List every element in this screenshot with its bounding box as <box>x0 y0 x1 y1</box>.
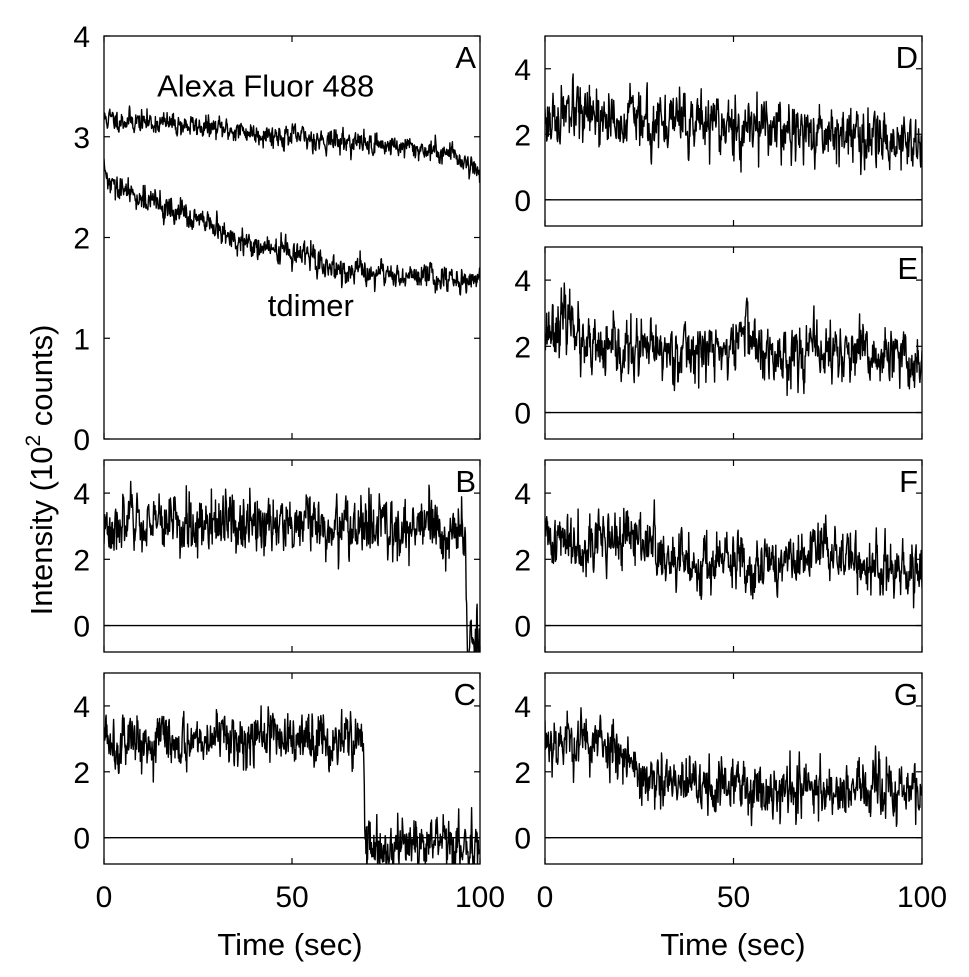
panel-a: 0 1 2 3 4 A Alexa Fluor 488 tdimer <box>73 21 481 457</box>
x-tick-label: 100 <box>897 881 947 914</box>
trace-trace <box>545 73 922 176</box>
y-tick-label: 4 <box>514 478 531 511</box>
panel-letter: C <box>454 677 476 712</box>
panel-letter: A <box>455 40 476 75</box>
panel-letter: G <box>894 677 918 712</box>
y-tick-label: 2 <box>514 544 531 577</box>
panel-c: 0 2 4 0 50 100 C <box>73 672 505 914</box>
panel-letter: D <box>896 40 918 75</box>
x-axis-title-right: Time (sec) <box>660 927 805 962</box>
y-tick-label: 1 <box>73 323 90 356</box>
panel-letter: F <box>899 464 918 499</box>
y-tick-label: 0 <box>514 185 531 218</box>
panel-letter: B <box>455 464 476 499</box>
x-tick-label: 50 <box>717 881 750 914</box>
panel-frame <box>103 459 481 653</box>
x-tick-label: 0 <box>537 881 554 914</box>
y-tick-label: 2 <box>514 119 531 152</box>
trace-trace <box>104 480 480 652</box>
panel-b: 0 2 4 B <box>73 459 481 653</box>
y-tick-label: 2 <box>73 757 90 790</box>
y-axis-title-suffix: counts) <box>24 325 59 435</box>
y-axis-title-exponent: 2 <box>22 435 45 447</box>
y-tick-label: 0 <box>73 823 90 856</box>
x-tick-label: 100 <box>455 881 505 914</box>
y-tick-label: 0 <box>514 823 531 856</box>
panel-d: 0 2 4 D <box>514 35 923 227</box>
panel-g: 0 2 4 0 50 100 G <box>514 672 947 914</box>
y-tick-label: 4 <box>514 54 531 87</box>
y-axis-title: Intensity (102 counts) <box>22 325 59 616</box>
trace-trace <box>104 705 480 864</box>
y-tick-label: 2 <box>514 757 531 790</box>
y-tick-label: 0 <box>514 398 531 431</box>
x-tick-label: 0 <box>96 881 113 914</box>
series-annotation: tdimer <box>268 288 354 323</box>
trace-trace <box>545 282 922 397</box>
trace-alexa-fluor-488 <box>104 105 480 183</box>
y-tick-label: 4 <box>514 265 531 298</box>
panel-letter: E <box>897 251 918 286</box>
trace-tdimer <box>104 158 480 296</box>
y-tick-label: 2 <box>73 223 90 256</box>
y-tick-label: 0 <box>514 611 531 644</box>
y-tick-label: 2 <box>73 544 90 577</box>
trace-trace <box>545 499 922 609</box>
series-annotation: Alexa Fluor 488 <box>157 68 374 103</box>
y-tick-label: 4 <box>514 691 531 724</box>
y-tick-label: 2 <box>514 331 531 364</box>
y-tick-label: 0 <box>73 424 90 457</box>
x-axis-title-left: Time (sec) <box>217 927 362 962</box>
y-tick-label: 4 <box>73 478 90 511</box>
x-tick-label: 50 <box>275 881 308 914</box>
y-axis-title-prefix: Intensity (10 <box>24 447 59 616</box>
trace-trace <box>545 707 922 827</box>
y-tick-label: 0 <box>73 611 90 644</box>
panels: 0 1 2 3 4 A Alexa Fluor 488 tdimer 0 2 4 B 0 2 4 0 50 100… <box>73 21 947 914</box>
panel-f: 0 2 4 F <box>514 459 923 653</box>
y-tick-label: 4 <box>73 691 90 724</box>
y-tick-label: 4 <box>73 21 90 54</box>
y-tick-label: 3 <box>73 122 90 155</box>
panel-frame <box>103 672 481 865</box>
panel-e: 0 2 4 E <box>514 246 923 440</box>
